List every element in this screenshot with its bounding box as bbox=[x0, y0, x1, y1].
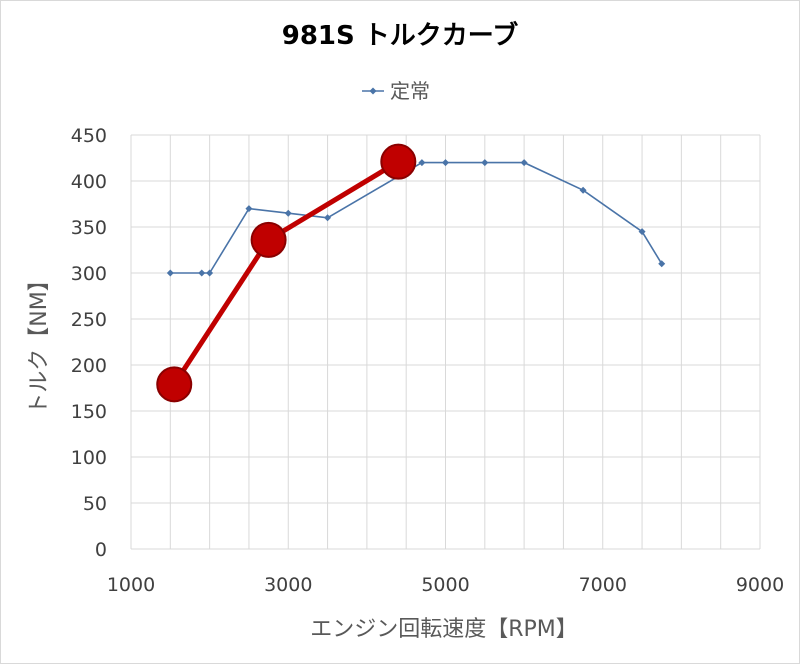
y-tick-label: 0 bbox=[95, 539, 107, 561]
y-tick-label: 450 bbox=[71, 125, 107, 147]
series-highlight bbox=[156, 143, 417, 403]
y-tick-label: 400 bbox=[71, 171, 107, 193]
data-point bbox=[250, 221, 287, 258]
y-tick-label: 350 bbox=[71, 217, 107, 239]
x-axis-ticks: 1000 3000 5000 7000 9000 bbox=[107, 574, 784, 596]
data-point bbox=[284, 209, 292, 217]
y-tick-label: 300 bbox=[71, 263, 107, 285]
data-point bbox=[245, 205, 253, 213]
x-axis-label: エンジン回転速度【RPM】 bbox=[310, 617, 578, 642]
data-point bbox=[166, 269, 174, 277]
y-tick-label: 150 bbox=[71, 401, 107, 423]
y-axis-label: トルク【NM】 bbox=[27, 269, 52, 414]
data-point bbox=[206, 269, 214, 277]
legend-marker bbox=[369, 87, 377, 95]
x-tick-label: 5000 bbox=[421, 574, 469, 596]
data-point bbox=[579, 186, 587, 194]
legend: 定常 bbox=[362, 79, 430, 103]
y-tick-label: 200 bbox=[71, 355, 107, 377]
series-layer bbox=[156, 143, 666, 403]
x-tick-label: 3000 bbox=[264, 574, 312, 596]
legend-label: 定常 bbox=[390, 79, 430, 103]
data-point bbox=[198, 269, 206, 277]
y-tick-label: 100 bbox=[71, 447, 107, 469]
data-point bbox=[324, 214, 332, 222]
y-tick-label: 50 bbox=[83, 493, 107, 515]
series-steady bbox=[166, 159, 666, 277]
x-tick-label: 1000 bbox=[107, 574, 155, 596]
data-point bbox=[658, 260, 666, 268]
x-tick-label: 7000 bbox=[579, 574, 627, 596]
y-tick-label: 250 bbox=[71, 309, 107, 331]
data-point bbox=[380, 143, 417, 180]
data-point bbox=[638, 228, 646, 236]
gridlines bbox=[130, 134, 761, 550]
data-point bbox=[418, 159, 426, 167]
data-point bbox=[156, 366, 193, 403]
data-point bbox=[442, 159, 449, 167]
data-point bbox=[481, 159, 489, 167]
y-axis-ticks: 0 50 100 150 200 250 300 350 400 450 bbox=[71, 125, 107, 561]
chart-title: 981S トルクカーブ bbox=[282, 20, 519, 51]
data-point bbox=[520, 159, 528, 167]
x-tick-label: 9000 bbox=[736, 574, 784, 596]
